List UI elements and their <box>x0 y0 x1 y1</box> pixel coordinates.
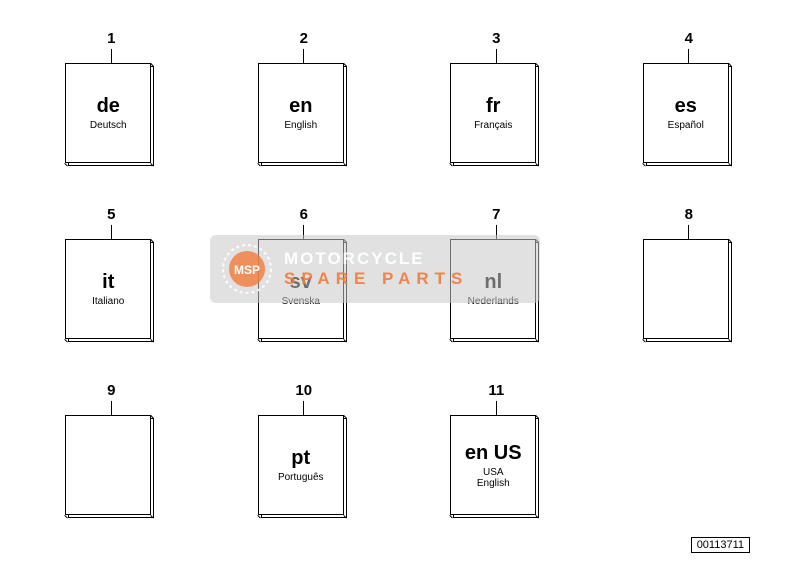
lang-cell: 1 de Deutsch <box>60 30 163 171</box>
cell-number: 1 <box>107 30 115 47</box>
book-icon <box>65 415 157 523</box>
lang-code: nl <box>484 271 502 294</box>
lang-code: de <box>97 95 120 118</box>
leader-line <box>303 49 304 63</box>
leader-line <box>303 225 304 239</box>
lang-code: en US <box>465 442 522 465</box>
lang-cell: 4 es Español <box>638 30 741 171</box>
lang-name: Nederlands <box>468 296 519 307</box>
lang-name: Português <box>278 472 324 483</box>
lang-name: Français <box>474 120 512 131</box>
cell-number: 6 <box>300 206 308 223</box>
lang-name: USA English <box>477 467 510 489</box>
lang-code: fr <box>486 95 500 118</box>
book-icon: it Italiano <box>65 239 157 347</box>
lang-cell: 8 <box>638 206 741 347</box>
book-icon: pt Português <box>258 415 350 523</box>
leader-line <box>496 225 497 239</box>
lang-code: pt <box>291 447 310 470</box>
leader-line <box>111 401 112 415</box>
cell-number: 3 <box>492 30 500 47</box>
part-number: 00113711 <box>691 537 750 553</box>
leader-line <box>111 225 112 239</box>
book-icon: en English <box>258 63 350 171</box>
lang-name: Deutsch <box>90 120 127 131</box>
lang-name: Svenska <box>282 296 320 307</box>
lang-name: Italiano <box>92 296 124 307</box>
cell-number: 11 <box>488 382 504 399</box>
book-icon <box>643 239 735 347</box>
leader-line <box>496 401 497 415</box>
cell-number: 10 <box>295 382 312 399</box>
lang-cell: 3 fr Français <box>445 30 548 171</box>
book-icon: de Deutsch <box>65 63 157 171</box>
lang-cell: 7 nl Nederlands <box>445 206 548 347</box>
cell-number: 2 <box>300 30 308 47</box>
lang-code: it <box>102 271 114 294</box>
language-grid: 1 de Deutsch 2 en English 3 <box>0 0 800 520</box>
lang-cell: 9 <box>60 382 163 523</box>
lang-cell: 5 it Italiano <box>60 206 163 347</box>
lang-name: English <box>284 120 317 131</box>
cell-number: 8 <box>685 206 693 223</box>
book-icon: sv Svenska <box>258 239 350 347</box>
lang-cell: 2 en English <box>253 30 356 171</box>
cell-number: 7 <box>492 206 500 223</box>
leader-line <box>111 49 112 63</box>
lang-code: sv <box>290 271 312 294</box>
lang-code: en <box>289 95 312 118</box>
leader-line <box>496 49 497 63</box>
leader-line <box>688 225 689 239</box>
leader-line <box>688 49 689 63</box>
cell-number: 4 <box>685 30 693 47</box>
cell-number: 9 <box>107 382 115 399</box>
lang-cell: 10 pt Português <box>253 382 356 523</box>
lang-cell: 6 sv Svenska <box>253 206 356 347</box>
leader-line <box>303 401 304 415</box>
book-icon: es Español <box>643 63 735 171</box>
book-icon: fr Français <box>450 63 542 171</box>
lang-code: es <box>675 95 697 118</box>
book-icon: en US USA English <box>450 415 542 523</box>
book-icon: nl Nederlands <box>450 239 542 347</box>
cell-number: 5 <box>107 206 115 223</box>
lang-name: Español <box>668 120 704 131</box>
lang-cell: 11 en US USA English <box>445 382 548 523</box>
